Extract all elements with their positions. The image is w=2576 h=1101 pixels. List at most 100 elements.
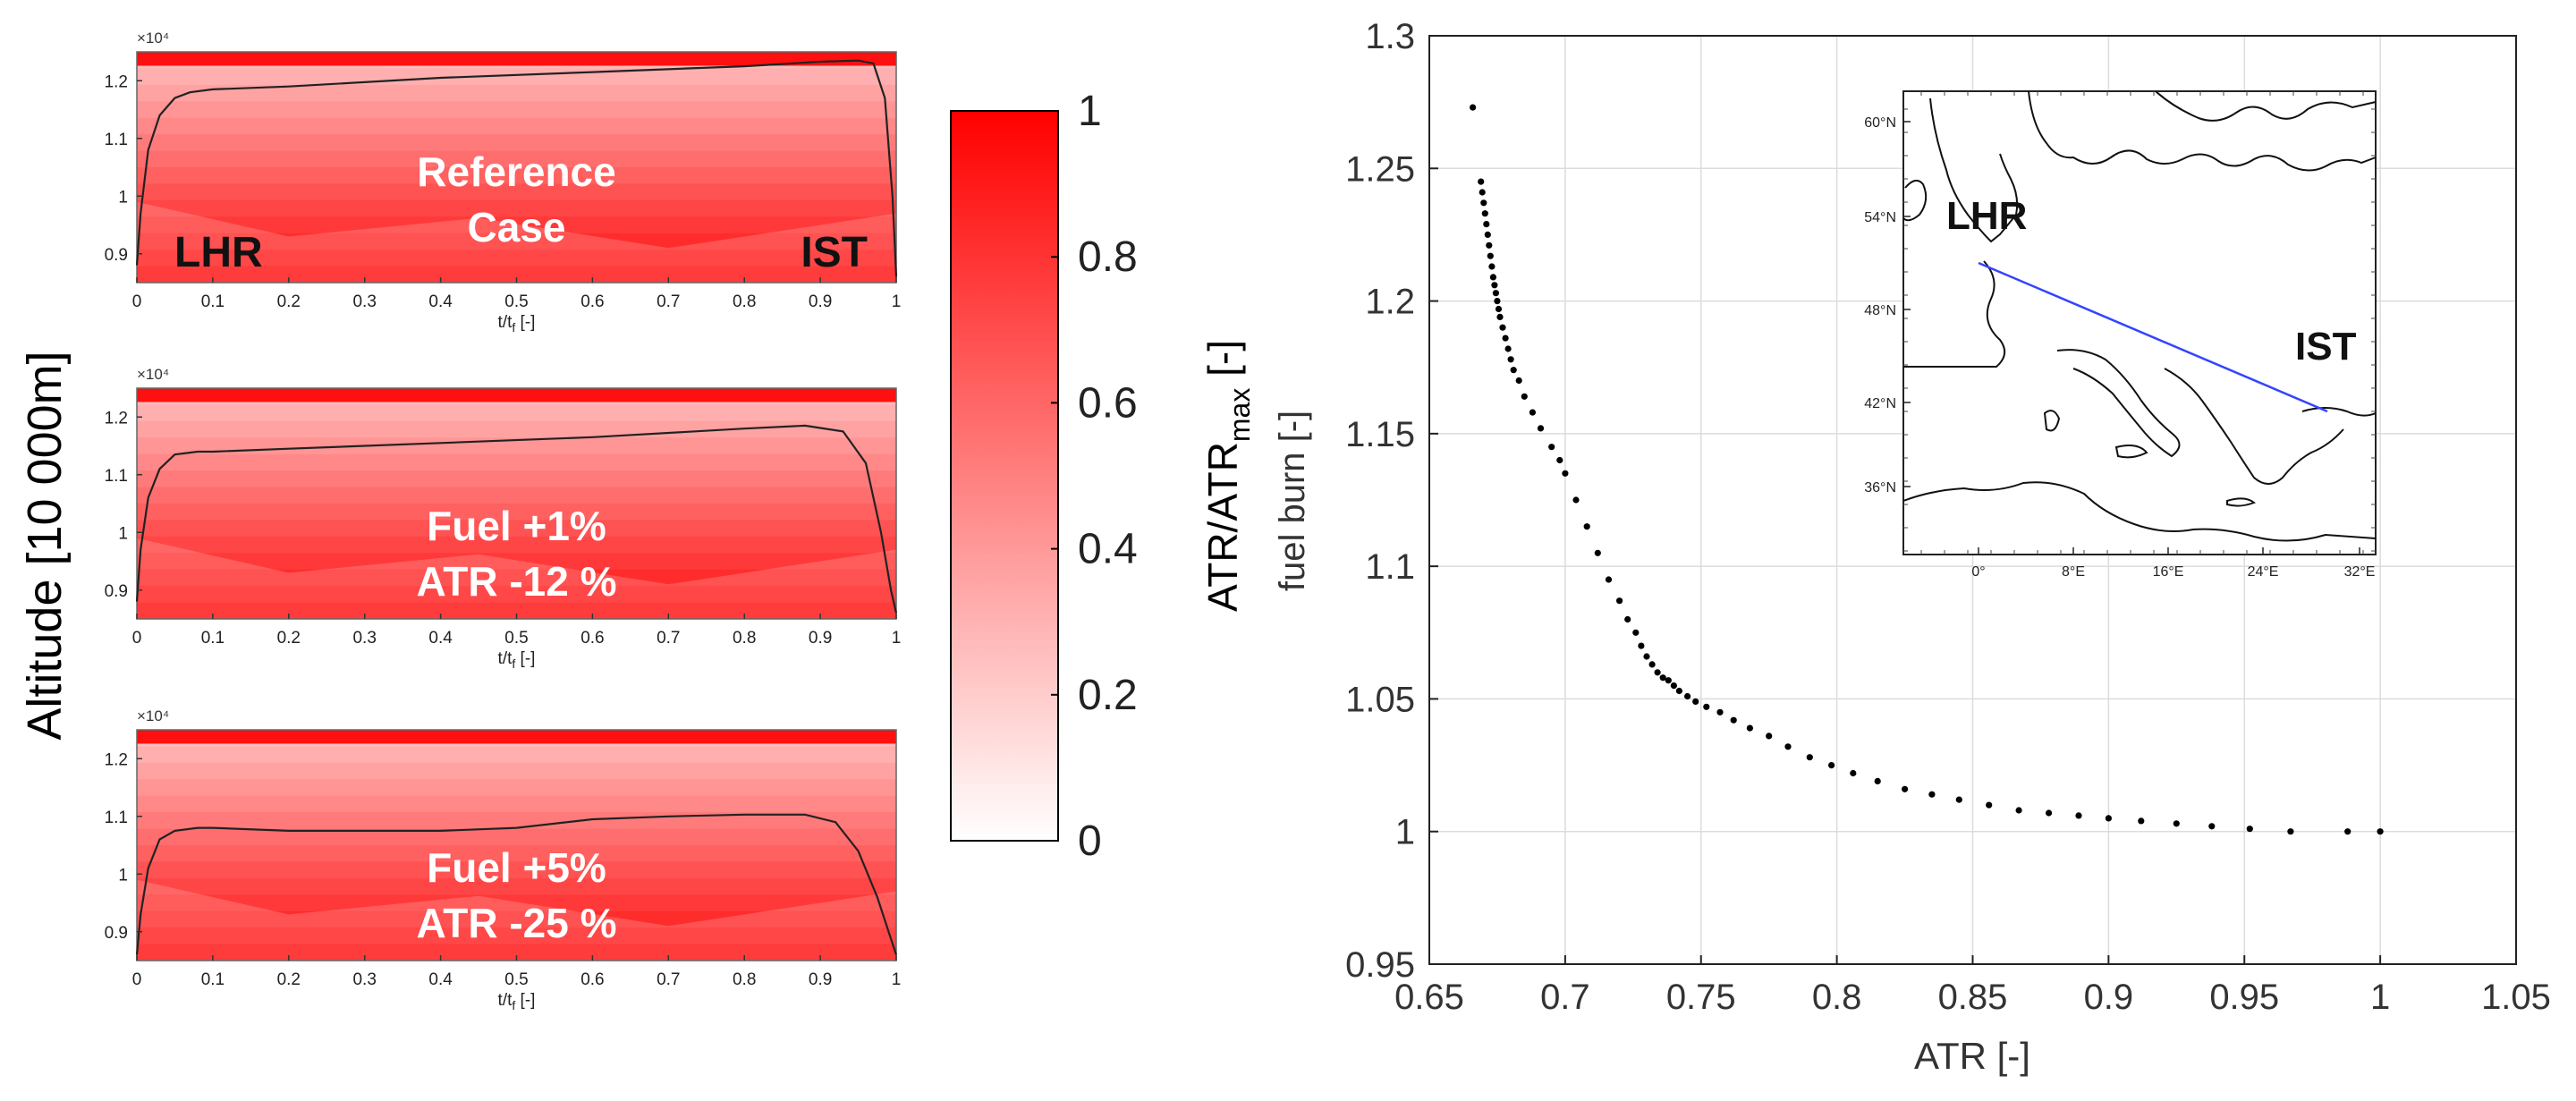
heatmap-bands	[137, 730, 896, 961]
scatter-xtick-label: 1.05	[2481, 978, 2551, 1017]
ytick-label: 1	[118, 866, 128, 885]
coast-ireland	[1902, 179, 1928, 222]
scatter-point	[1670, 682, 1677, 690]
scatter-point	[1502, 335, 1509, 342]
scatter-point	[1507, 356, 1514, 363]
xtick-label: 0.6	[580, 629, 604, 648]
scatter-point	[1654, 669, 1661, 676]
panel-annotation: ATR -25 %	[416, 900, 616, 946]
altitude-profile-line	[135, 59, 898, 277]
scatter-point	[1766, 733, 1773, 740]
heatmap-xlabel-suffix: [-]	[515, 313, 535, 332]
heatmap-xlabel: t/tf [-]	[498, 313, 536, 335]
scatter-point	[1486, 241, 1493, 249]
xtick-label: 0.3	[352, 970, 376, 989]
scatter-point	[1632, 629, 1640, 636]
xtick-label: 0	[132, 292, 142, 311]
heatmap-band	[137, 536, 896, 554]
scatter-xtick-label: 1	[2370, 978, 2390, 1017]
ytick-label: 1	[118, 524, 128, 543]
scatter-point	[1478, 178, 1485, 185]
inset-lon-label: 24°E	[2248, 564, 2279, 580]
altitude-profile-line	[135, 813, 898, 955]
panel-annotation: Reference	[417, 148, 615, 195]
scatter-point	[1537, 425, 1545, 432]
heatmap-band	[137, 795, 896, 813]
heatmap-band	[137, 117, 896, 135]
xtick-label: 0.7	[657, 629, 680, 648]
coast-islands	[2043, 410, 2257, 507]
scatter-point	[1521, 393, 1528, 400]
heatmap-xlabel-suffix: [-]	[515, 649, 535, 668]
inset-dest-label: IST	[2295, 325, 2357, 368]
scatter-point	[2287, 828, 2294, 835]
heatmap-band	[137, 861, 896, 879]
altitude-profile-line	[135, 424, 898, 614]
panel-annotation: Fuel +1%	[427, 503, 606, 549]
heatmap-band	[137, 250, 896, 267]
xtick-label: 0.6	[580, 970, 604, 989]
colorbar: 0 0.2 0.4 0.6 0.8 1 ATR/ATRmax [-]	[950, 88, 1256, 865]
scatter-point	[1494, 298, 1501, 305]
scatter-point	[1605, 576, 1613, 583]
scatter-point	[1716, 708, 1724, 716]
scatter-ylabel: fuel burn [-]	[1273, 411, 1312, 591]
xtick-label: 0.1	[201, 970, 225, 989]
colorbar-tick-label: 1	[1078, 88, 1102, 135]
scatter-point	[1730, 716, 1737, 724]
xtick-label: 0	[132, 970, 142, 989]
scatter-point	[2208, 823, 2216, 830]
heatmap-top-band	[137, 52, 896, 66]
dest-label: IST	[801, 229, 868, 276]
ytick-label: 0.9	[105, 246, 128, 265]
scatter-ytick-label: 1	[1395, 813, 1415, 852]
xtick-label: 1	[892, 970, 902, 989]
colorbar-tick-label: 0.2	[1078, 672, 1138, 719]
scatter-point	[1665, 677, 1672, 684]
heatmap-band	[137, 910, 896, 928]
scatter-point	[1572, 496, 1580, 504]
scatter-point	[1562, 470, 1569, 477]
scatter-point	[2344, 828, 2351, 835]
inset-lat-label: 54°N	[1864, 210, 1896, 225]
inset-map: LHR IST 60°N 54°N 48°N 42°N 36°N 0° 8°E 16°E 24°…	[1864, 90, 2377, 580]
heatmap-band	[137, 437, 896, 455]
coast-france-iberia	[1903, 260, 2006, 368]
scatter-point	[2377, 828, 2384, 835]
inset-origin-label: LHR	[1946, 194, 2027, 238]
scatter-xtick-label: 0.75	[1666, 978, 1736, 1017]
scatter-point	[2046, 809, 2053, 817]
exponent-label: ×10⁴	[137, 707, 169, 724]
heatmap-band	[137, 894, 896, 912]
ytick-label: 0.9	[105, 924, 128, 943]
scatter-point	[1480, 199, 1487, 207]
scatter-ytick-label: 1.15	[1345, 415, 1415, 454]
ytick-label: 1.2	[105, 409, 128, 428]
xtick-label: 0.3	[352, 292, 376, 311]
scatter-xtick-label: 0.9	[2084, 978, 2134, 1017]
heatmap-band	[137, 453, 896, 471]
ytick-label: 1.1	[105, 467, 128, 486]
scatter-point	[2015, 807, 2022, 814]
xtick-label: 0.6	[580, 292, 604, 311]
scatter-point	[1624, 615, 1631, 623]
heatmap-band	[137, 233, 896, 250]
heatmap-band	[137, 183, 896, 201]
xtick-label: 0.4	[428, 292, 453, 311]
xtick-label: 0.1	[201, 292, 225, 311]
colorbar-label-sub: max	[1224, 388, 1256, 442]
scatter-point	[1874, 777, 1881, 785]
heatmap-xlabel-sub: f	[512, 320, 515, 335]
heatmap-band	[137, 101, 896, 119]
scatter-point	[1684, 692, 1691, 700]
scatter-point	[1479, 189, 1486, 196]
scatter-point	[1515, 377, 1522, 385]
xtick-label: 0.2	[277, 629, 301, 648]
inset-lon-label: 0°	[1971, 564, 1985, 580]
ytick-label: 1.2	[105, 750, 128, 769]
heatmap-band	[137, 762, 896, 780]
scatter-point	[1470, 104, 1477, 111]
coast-italy	[2056, 349, 2181, 458]
heatmap-band	[137, 487, 896, 504]
scatter-point	[1483, 221, 1490, 228]
